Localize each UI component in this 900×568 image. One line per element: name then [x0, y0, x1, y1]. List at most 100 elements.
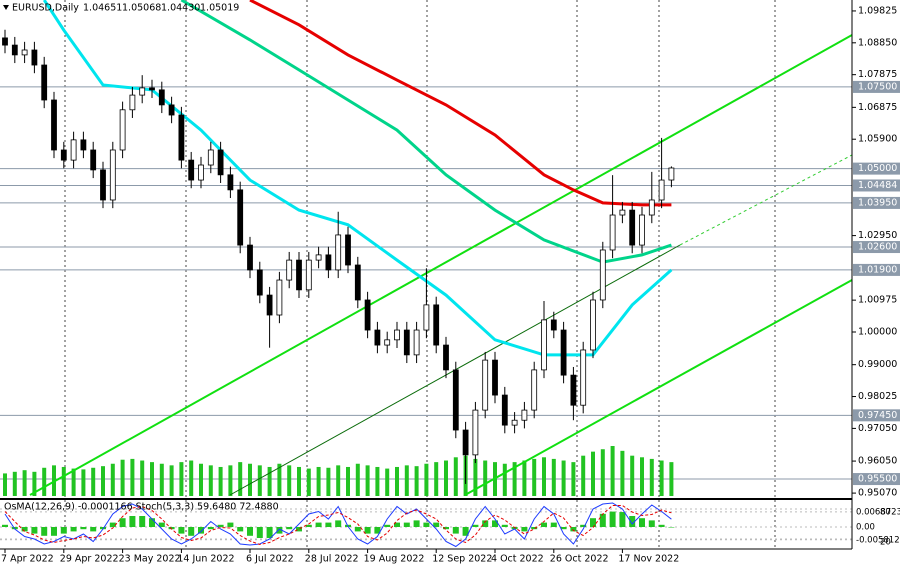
osma-bar — [276, 527, 283, 534]
osma-bar — [207, 527, 214, 530]
y-tick-label: 1.09825 — [858, 5, 897, 16]
osma-bar — [541, 522, 547, 527]
osma-bar — [629, 516, 636, 527]
volume-bar — [218, 466, 223, 496]
candle-body — [325, 254, 332, 271]
osma-bar — [139, 516, 146, 527]
candle-body — [207, 149, 214, 166]
volume-bar — [346, 466, 350, 496]
level-box — [853, 179, 900, 192]
osma-bar — [90, 527, 97, 532]
candle-body — [374, 329, 381, 346]
x-tick-label: 28 Jul 2022 — [305, 554, 359, 565]
volume-bar — [532, 458, 537, 496]
candle-body — [364, 299, 371, 331]
osma-bar — [325, 522, 332, 527]
candle-body — [629, 209, 636, 246]
stoch-main — [4, 502, 672, 548]
osma-bar — [648, 520, 655, 527]
candle-body — [60, 149, 67, 161]
volume-bar — [12, 471, 17, 496]
volume-bar — [483, 460, 488, 496]
candle-body — [286, 259, 293, 281]
y-tick-label: 1.00975 — [858, 295, 897, 306]
candle-body — [462, 429, 469, 456]
candle-body — [658, 179, 665, 201]
osma-bar — [403, 522, 410, 527]
volume-bar — [473, 458, 478, 496]
volume-bar — [551, 458, 556, 496]
volume-bar — [610, 446, 615, 496]
volume-bar — [61, 466, 66, 496]
candle-body — [21, 49, 28, 56]
y-tick-label: 0.95070 — [858, 488, 897, 499]
osma-bar — [266, 527, 273, 538]
volume-bar — [101, 466, 105, 496]
candle-body — [266, 294, 273, 316]
osma-bar — [599, 513, 606, 527]
candle-body — [51, 99, 57, 151]
volume-bar — [130, 458, 135, 496]
x-tick-label: 19 Aug 2022 — [364, 554, 425, 565]
volume-bar — [424, 463, 429, 496]
volume-bar — [659, 460, 664, 496]
volume-bar — [277, 463, 282, 496]
volume-bar — [297, 466, 301, 496]
osma-bar — [70, 527, 77, 532]
level-box — [853, 409, 900, 422]
volume-bar — [591, 451, 595, 496]
x-tick-label: 12 Sep 2022 — [432, 554, 492, 565]
volume-bar — [404, 465, 409, 496]
volume-bar — [81, 469, 86, 496]
candle-body — [198, 164, 204, 181]
volume-bar — [150, 462, 154, 496]
channel-upper — [29, 34, 853, 496]
candle-body — [139, 87, 146, 96]
candle-body — [443, 344, 449, 371]
candle-body — [550, 319, 557, 331]
oscillator-panel — [0, 502, 852, 548]
x-tick-label: 7 Apr 2022 — [1, 554, 54, 565]
level-box — [853, 241, 900, 254]
level-box — [853, 196, 900, 209]
osma-bar — [384, 524, 391, 527]
header-high: 1.05068 — [122, 3, 161, 14]
y-tick-label: 0.97050 — [858, 423, 897, 434]
volume-bar — [22, 470, 27, 496]
osma-bar — [247, 527, 253, 536]
level-label: 1.01900 — [858, 264, 897, 275]
vertical-grid — [64, 0, 776, 549]
osma-tick-label: 0.0068723 — [856, 507, 900, 517]
header-open: 1.04651 — [83, 3, 122, 14]
y-tick-label: 0.96050 — [858, 456, 897, 467]
level-label: 0.97450 — [858, 410, 897, 421]
level-label: 1.03950 — [858, 197, 897, 208]
candle-body — [433, 304, 440, 346]
candle-body — [648, 199, 655, 216]
volume-bar — [120, 459, 125, 496]
osma-bar — [296, 527, 302, 532]
osma-bar — [580, 524, 587, 527]
osma-bar — [41, 527, 48, 536]
osma-bar — [51, 527, 57, 536]
candle-body — [354, 264, 361, 301]
volume-bar — [375, 466, 380, 496]
candle-body — [305, 259, 312, 291]
y-tick-label: 1.00000 — [858, 327, 897, 338]
osma-bar — [658, 524, 665, 527]
volume-bar — [571, 462, 576, 496]
symbol: EURUSD,Daily — [12, 3, 79, 14]
volume-bar — [561, 460, 566, 496]
volume-bar — [267, 466, 272, 496]
osma-bar — [452, 527, 459, 534]
candle-body — [511, 419, 518, 426]
volume-bar — [395, 466, 399, 496]
osma-bar — [305, 524, 312, 527]
osma-bar — [423, 522, 430, 527]
channel-lower — [464, 279, 853, 496]
osma-bar — [570, 527, 577, 532]
moving-average — [180, 0, 672, 264]
osma-bar — [482, 520, 489, 527]
osma-bar — [168, 527, 175, 530]
